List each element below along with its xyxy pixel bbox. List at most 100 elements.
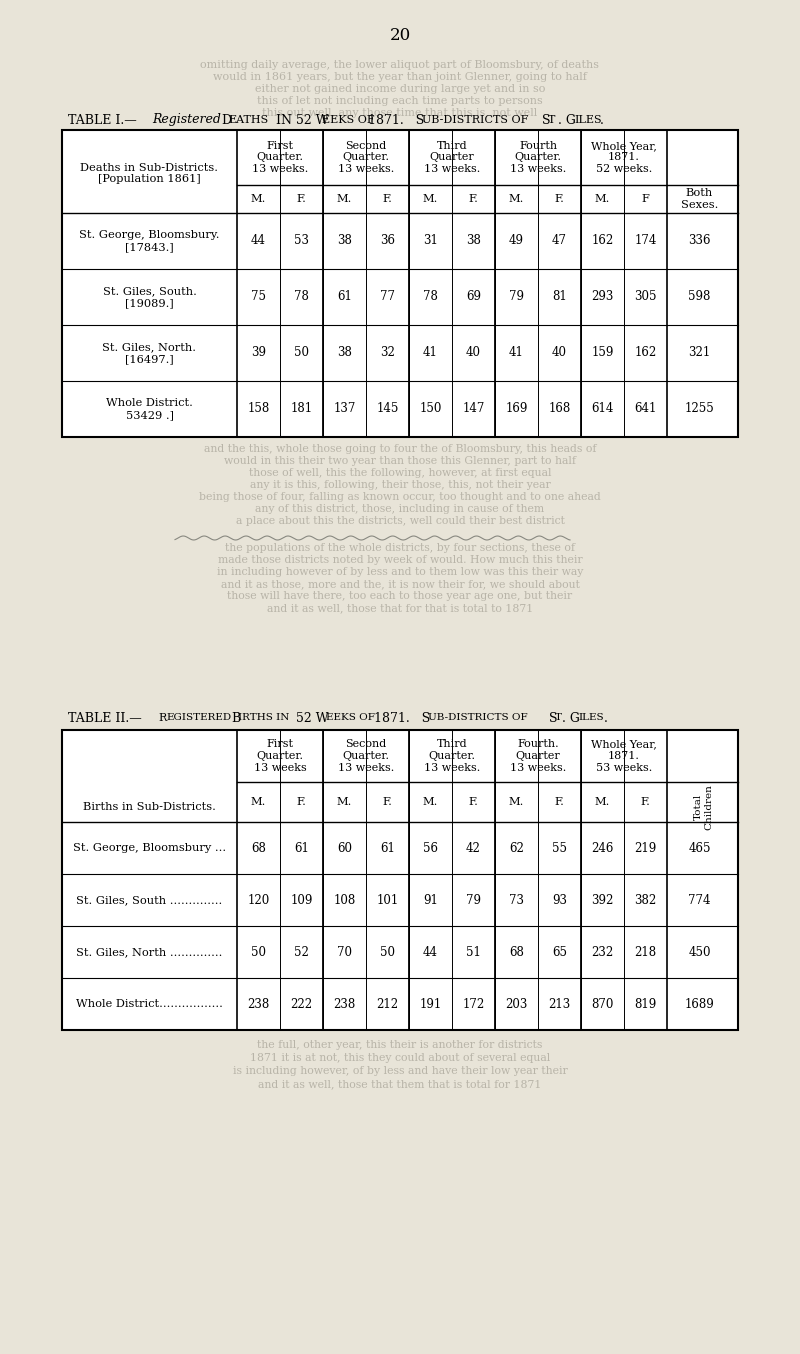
Text: the full, other year, this their is another for districts: the full, other year, this their is anot… — [258, 1040, 542, 1049]
Text: 169: 169 — [506, 402, 528, 416]
Text: Third
Quarter
13 weeks.: Third Quarter 13 weeks. — [424, 141, 480, 175]
Text: 91: 91 — [423, 894, 438, 906]
Text: St. George, Bloomsbury ...: St. George, Bloomsbury ... — [73, 844, 226, 853]
Bar — [62, 130, 738, 437]
Text: 819: 819 — [634, 998, 657, 1010]
Text: 191: 191 — [419, 998, 442, 1010]
Text: 44: 44 — [251, 234, 266, 248]
Text: St. George, Bloomsbury.
[17843.]: St. George, Bloomsbury. [17843.] — [79, 230, 220, 252]
Text: this of let not including each time parts to persons: this of let not including each time part… — [257, 96, 543, 106]
Text: 150: 150 — [419, 402, 442, 416]
Text: Third
Quarter.
13 weeks.: Third Quarter. 13 weeks. — [424, 739, 480, 773]
Text: Total
Children: Total Children — [694, 784, 714, 830]
Text: ILES: ILES — [574, 115, 602, 125]
Text: 38: 38 — [466, 234, 481, 248]
Text: 392: 392 — [591, 894, 614, 906]
Text: 41: 41 — [509, 347, 524, 360]
Text: 212: 212 — [377, 998, 398, 1010]
Text: 174: 174 — [634, 234, 657, 248]
Text: 293: 293 — [591, 291, 614, 303]
Text: 162: 162 — [591, 234, 614, 248]
Text: F.: F. — [641, 798, 650, 807]
Text: 1871.   S: 1871. S — [370, 711, 430, 724]
Text: and it as well, those that for that is total to 1871: and it as well, those that for that is t… — [267, 603, 533, 613]
Text: 39: 39 — [251, 347, 266, 360]
Text: F.: F. — [297, 194, 306, 204]
Text: First
Quarter.
13 weeks: First Quarter. 13 weeks — [254, 739, 306, 773]
Text: Deaths in Sub-Districts.
[Population 1861]: Deaths in Sub-Districts. [Population 186… — [81, 162, 218, 184]
Text: EGISTERED: EGISTERED — [166, 714, 231, 723]
Text: would in this their two year than those this Glenner, part to half: would in this their two year than those … — [224, 456, 576, 466]
Text: St. Giles, North ..............: St. Giles, North .............. — [76, 946, 222, 957]
Text: 181: 181 — [290, 402, 313, 416]
Text: 50: 50 — [251, 945, 266, 959]
Text: 38: 38 — [337, 234, 352, 248]
Text: 78: 78 — [294, 291, 309, 303]
Text: 232: 232 — [591, 945, 614, 959]
Text: 60: 60 — [337, 841, 352, 854]
Text: 238: 238 — [334, 998, 356, 1010]
Text: those will have there, too each to those year age one, but their: those will have there, too each to those… — [227, 590, 573, 601]
Text: 598: 598 — [688, 291, 710, 303]
Text: is including however, of by less and have their low year their: is including however, of by less and hav… — [233, 1066, 567, 1076]
Text: 382: 382 — [634, 894, 657, 906]
Text: Whole Year,
1871.
53 weeks.: Whole Year, 1871. 53 weeks. — [591, 739, 657, 773]
Text: IRTHS IN: IRTHS IN — [238, 714, 290, 723]
Text: 109: 109 — [290, 894, 313, 906]
Text: in including however of by less and to them low was this their way: in including however of by less and to t… — [217, 567, 583, 577]
Text: ILES: ILES — [578, 714, 604, 723]
Text: M.: M. — [251, 798, 266, 807]
Text: 56: 56 — [423, 841, 438, 854]
Text: 44: 44 — [423, 945, 438, 959]
Text: Fourth.
Quarter
13 weeks.: Fourth. Quarter 13 weeks. — [510, 739, 566, 773]
Text: St. Giles, South ..............: St. Giles, South .............. — [76, 895, 222, 904]
Text: 40: 40 — [466, 347, 481, 360]
Text: any of this district, those, including in cause of them: any of this district, those, including i… — [255, 504, 545, 515]
Text: 81: 81 — [552, 291, 567, 303]
Text: . G: . G — [562, 711, 580, 724]
Text: being those of four, falling as known occur, too thought and to one ahead: being those of four, falling as known oc… — [199, 492, 601, 502]
Text: F.: F. — [554, 798, 565, 807]
Text: EATHS: EATHS — [228, 115, 268, 125]
Text: 218: 218 — [634, 945, 657, 959]
Text: 49: 49 — [509, 234, 524, 248]
Text: 108: 108 — [334, 894, 356, 906]
Text: 79: 79 — [509, 291, 524, 303]
Text: 162: 162 — [634, 347, 657, 360]
Text: 1871 it is at not, this they could about of several equal: 1871 it is at not, this they could about… — [250, 1053, 550, 1063]
Text: F.: F. — [382, 194, 393, 204]
Text: Second
Quarter.
13 weeks.: Second Quarter. 13 weeks. — [338, 739, 394, 773]
Text: 145: 145 — [376, 402, 398, 416]
Text: 65: 65 — [552, 945, 567, 959]
Text: M.: M. — [595, 798, 610, 807]
Text: T: T — [548, 115, 555, 125]
Text: 75: 75 — [251, 291, 266, 303]
Text: 321: 321 — [688, 347, 710, 360]
Text: 93: 93 — [552, 894, 567, 906]
Text: M.: M. — [251, 194, 266, 204]
Text: 53: 53 — [294, 234, 309, 248]
Text: UB-DISTRICTS OF: UB-DISTRICTS OF — [428, 714, 528, 723]
Text: Registered: Registered — [152, 114, 221, 126]
Text: M.: M. — [509, 194, 524, 204]
Text: 465: 465 — [688, 841, 710, 854]
Text: D: D — [218, 114, 232, 126]
Text: 450: 450 — [688, 945, 710, 959]
Text: 159: 159 — [591, 347, 614, 360]
Text: 68: 68 — [509, 945, 524, 959]
Text: 70: 70 — [337, 945, 352, 959]
Text: 61: 61 — [337, 291, 352, 303]
Text: 238: 238 — [247, 998, 270, 1010]
Text: 101: 101 — [376, 894, 398, 906]
Text: S: S — [545, 711, 558, 724]
Text: 31: 31 — [423, 234, 438, 248]
Text: St. Giles, North.
[16497.]: St. Giles, North. [16497.] — [102, 343, 197, 364]
Text: Whole Year,
1871.
52 weeks.: Whole Year, 1871. 52 weeks. — [591, 141, 657, 175]
Text: either not gained income during large yet and in so: either not gained income during large ye… — [255, 84, 545, 93]
Text: 50: 50 — [294, 347, 309, 360]
Text: 147: 147 — [462, 402, 485, 416]
Text: 51: 51 — [466, 945, 481, 959]
Text: 336: 336 — [688, 234, 710, 248]
Text: 20: 20 — [390, 27, 410, 43]
Text: 1255: 1255 — [685, 402, 714, 416]
